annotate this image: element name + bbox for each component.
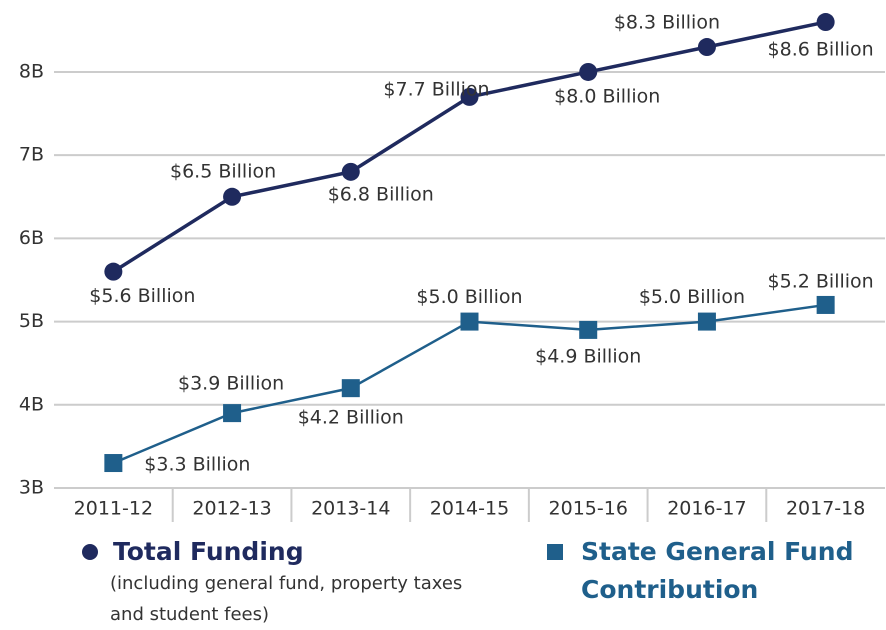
point xyxy=(341,162,360,181)
legend-total: Total Funding (including general fund, p… xyxy=(80,533,470,630)
legend-marker xyxy=(547,544,563,560)
point xyxy=(104,262,123,281)
point xyxy=(697,38,716,57)
series-line xyxy=(112,20,827,274)
legend-label: Total Funding xyxy=(113,537,304,566)
y-tick-label: 8B xyxy=(19,60,44,82)
y-tick-label: 5B xyxy=(19,310,44,332)
legend-state: State General Fund Contribution xyxy=(545,533,861,609)
value-label: $5.0 Billion xyxy=(639,286,745,308)
x-tick-label: 2011-12 xyxy=(74,498,153,520)
x-tick-label: 2014-15 xyxy=(430,498,509,520)
value-label: $5.6 Billion xyxy=(89,285,195,307)
x-tick-label: 2013-14 xyxy=(311,498,390,520)
point xyxy=(223,187,242,206)
legend-note: (including general fund, property taxes … xyxy=(110,573,463,625)
legend-marker xyxy=(82,544,98,560)
value-label: $3.3 Billion xyxy=(144,454,250,476)
value-label: $6.5 Billion xyxy=(170,160,276,182)
point xyxy=(697,312,716,331)
x-tick-label: 2017-18 xyxy=(786,498,865,520)
value-label: $8.0 Billion xyxy=(554,85,660,107)
value-label: $5.0 Billion xyxy=(416,286,522,308)
y-tick-label: 4B xyxy=(19,393,44,415)
x-tick-label: 2012-13 xyxy=(192,498,271,520)
point xyxy=(579,320,598,339)
x-tick-label: 2015-16 xyxy=(549,498,628,520)
point xyxy=(460,312,479,331)
value-label: $7.7 Billion xyxy=(383,78,489,100)
value-label: $5.2 Billion xyxy=(768,270,874,292)
value-label: $6.8 Billion xyxy=(328,183,434,205)
point xyxy=(223,404,242,423)
value-label: $8.6 Billion xyxy=(768,39,874,61)
x-tick-label: 2016-17 xyxy=(667,498,746,520)
y-tick-label: 6B xyxy=(19,227,44,249)
y-tick-label: 3B xyxy=(19,477,44,499)
point xyxy=(816,13,835,32)
value-label: $4.2 Billion xyxy=(298,407,404,429)
y-tick-label: 7B xyxy=(19,144,44,166)
legend-label: State General Fund Contribution xyxy=(581,537,854,604)
point xyxy=(460,87,479,106)
value-label: $8.3 Billion xyxy=(614,12,720,34)
point xyxy=(579,62,598,81)
point xyxy=(816,295,835,314)
value-label: $4.9 Billion xyxy=(535,345,641,367)
value-label: $3.9 Billion xyxy=(178,373,284,395)
point xyxy=(104,454,123,473)
point xyxy=(341,379,360,398)
